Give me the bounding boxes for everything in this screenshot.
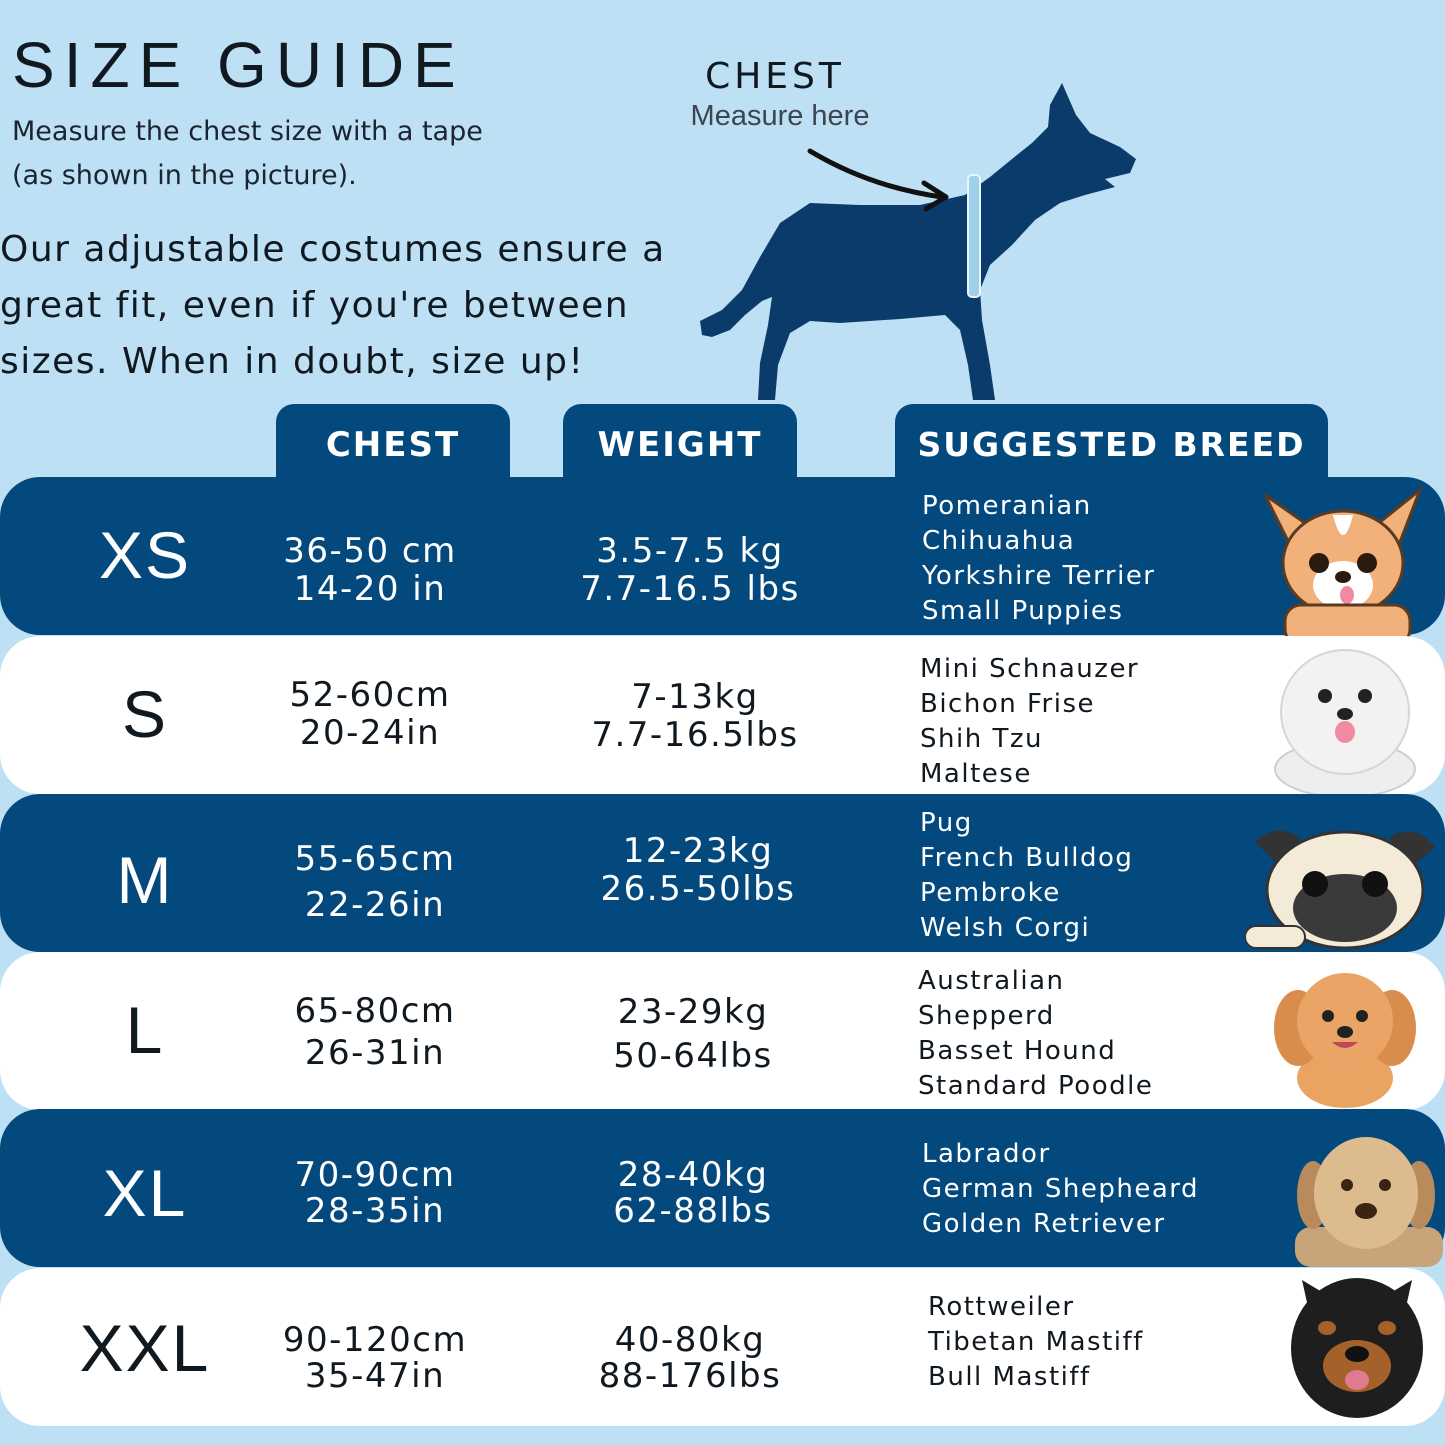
breed-list: Pug French Bulldog Pembroke Welsh Corgi — [920, 806, 1240, 946]
size-row-m: M 55-65cm 22-26in 12-23kg 26.5-50lbs Pug… — [0, 794, 1445, 952]
weight-lbs: 50-64lbs — [613, 1036, 773, 1076]
breed-list: Labrador German Shepheard Golden Retriev… — [922, 1137, 1242, 1242]
poodle-icon — [1274, 973, 1416, 1108]
breed-item: Rottweiler — [928, 1292, 1075, 1322]
breed-item: Standard Poodle — [918, 1071, 1154, 1101]
breed-item: German Shepheard — [922, 1174, 1200, 1204]
maltese-icon — [1274, 649, 1416, 794]
size-row-xs: XS 36-50 cm 14-20 in 3.5-7.5 kg 7.7-16.5… — [0, 477, 1445, 647]
measure-instructions-line-2: (as shown in the picture). — [12, 160, 357, 191]
fit-note: Our adjustable costumes ensure a great f… — [0, 222, 690, 390]
breed-list: Pomeranian Chihuahua Yorkshire Terrier S… — [922, 489, 1242, 629]
chest-in: 22-26in — [304, 885, 446, 925]
arrow-icon — [807, 148, 945, 200]
measure-instructions-line-1: Measure the chest size with a tape — [12, 116, 483, 147]
chest-in: 20-24in — [299, 713, 441, 753]
breed-item: Basset Hound — [918, 1036, 1117, 1066]
chest-cm: 65-80cm — [294, 991, 456, 1031]
weight-kg: 28-40kg — [617, 1155, 769, 1195]
breed-item: Mini Schnauzer — [920, 654, 1140, 684]
pug-icon — [1245, 830, 1435, 950]
weight-kg: 7-13kg — [631, 677, 759, 717]
chest-cm: 55-65cm — [294, 839, 456, 879]
size-label: XS — [98, 518, 192, 592]
chest-value: 70-90cm 28-35in — [255, 1157, 495, 1229]
breed-item: Labrador — [922, 1139, 1051, 1169]
breed-item: Tibetan Mastiff — [928, 1327, 1144, 1357]
size-label: XXL — [79, 1311, 211, 1385]
breed-item: Chihuahua — [922, 526, 1076, 556]
breed-item: Pug — [920, 808, 973, 838]
chest-cm: 90-120cm — [282, 1320, 468, 1360]
breed-item: Maltese — [920, 759, 1032, 789]
breed-list: Australian Shepperd Basset Hound Standar… — [918, 964, 1238, 1104]
chest-hint: Measure here — [690, 100, 870, 132]
breed-list: Mini Schnauzer Bichon Frise Shih Tzu Mal… — [920, 652, 1240, 792]
breed-item: Golden Retriever — [922, 1209, 1166, 1239]
weight-kg: 23-29kg — [617, 992, 769, 1032]
rottweiler-icon — [1291, 1278, 1423, 1418]
weight-value: 3.5-7.5 kg 7.7-16.5 lbs — [560, 532, 820, 608]
weight-lbs: 7.7-16.5lbs — [591, 715, 799, 755]
chest-in: 14-20 in — [293, 569, 447, 609]
chest-in: 35-47in — [304, 1356, 446, 1396]
breed-item: Small Puppies — [922, 596, 1124, 626]
chest-value: 52-60cm 20-24in — [250, 676, 490, 752]
fit-note-line-2: great fit, even if you're between — [0, 285, 630, 326]
size-row-s: S 52-60cm 20-24in 7-13kg 7.7-16.5lbs Min… — [0, 636, 1445, 794]
weight-value: 7-13kg 7.7-16.5lbs — [565, 678, 825, 754]
column-header-weight: WEIGHT — [563, 404, 797, 486]
breed-item: Shih Tzu — [920, 724, 1043, 754]
weight-lbs: 62-88lbs — [613, 1191, 773, 1231]
chest-cm: 36-50 cm — [283, 531, 457, 571]
breed-list: Rottweiler Tibetan Mastiff Bull Mastiff — [928, 1290, 1248, 1395]
size-row-l: L 65-80cm 26-31in 23-29kg 50-64lbs Austr… — [0, 952, 1445, 1110]
weight-kg: 40-80kg — [614, 1320, 766, 1360]
breed-item: French Bulldog — [920, 843, 1134, 873]
breed-item: Yorkshire Terrier — [922, 561, 1156, 591]
weight-value: 12-23kg 26.5-50lbs — [568, 832, 828, 908]
chest-in: 26-31in — [304, 1033, 446, 1073]
size-label: L — [125, 993, 165, 1067]
labrador-icon — [1295, 1137, 1443, 1267]
measure-instructions: Measure the chest size with a tape (as s… — [12, 110, 532, 198]
weight-lbs: 26.5-50lbs — [600, 869, 796, 909]
chest-cm: 70-90cm — [294, 1155, 456, 1195]
weight-value: 23-29kg 50-64lbs — [563, 990, 823, 1078]
chest-in: 28-35in — [304, 1191, 446, 1231]
breed-item: Bichon Frise — [920, 689, 1096, 719]
breed-item: Welsh Corgi — [920, 913, 1091, 943]
breed-item: Shepperd — [918, 1001, 1055, 1031]
weight-kg: 3.5-7.5 kg — [596, 531, 784, 571]
weight-kg: 12-23kg — [622, 831, 774, 871]
chest-value: 55-65cm 22-26in — [255, 836, 495, 928]
chest-label: CHEST — [705, 56, 845, 97]
dog-silhouette-icon — [700, 83, 1136, 400]
chest-cm: 52-60cm — [289, 675, 451, 715]
column-header-breed: SUGGESTED BREED — [895, 404, 1328, 486]
column-header-chest: CHEST — [276, 404, 510, 486]
fit-note-line-3: sizes. When in doubt, size up! — [0, 341, 585, 382]
fit-note-line-1: Our adjustable costumes ensure a — [0, 229, 666, 270]
breed-item: Bull Mastiff — [928, 1362, 1091, 1392]
size-row-xxl: XXL 90-120cm 35-47in 40-80kg 88-176lbs R… — [0, 1268, 1445, 1426]
breed-item: Pomeranian — [922, 491, 1092, 521]
weight-lbs: 7.7-16.5 lbs — [580, 569, 800, 609]
chest-value: 36-50 cm 14-20 in — [250, 532, 490, 608]
measuring-tape-icon — [967, 174, 981, 298]
chest-value: 65-80cm 26-31in — [255, 990, 495, 1074]
breed-item: Australian — [918, 966, 1065, 996]
size-label: M — [116, 843, 174, 917]
weight-value: 40-80kg 88-176lbs — [560, 1322, 820, 1394]
weight-value: 28-40kg 62-88lbs — [563, 1157, 823, 1229]
chest-value: 90-120cm 35-47in — [255, 1322, 495, 1394]
weight-lbs: 88-176lbs — [598, 1356, 782, 1396]
breed-item: Pembroke — [920, 878, 1061, 908]
page-title: SIZE GUIDE — [12, 29, 465, 101]
size-label: XL — [102, 1156, 188, 1230]
size-label: S — [121, 677, 169, 751]
dog-silhouette-illustration — [700, 83, 1136, 400]
size-row-xl: XL 70-90cm 28-35in 28-40kg 62-88lbs Labr… — [0, 1109, 1445, 1267]
chihuahua-icon — [1263, 485, 1424, 647]
